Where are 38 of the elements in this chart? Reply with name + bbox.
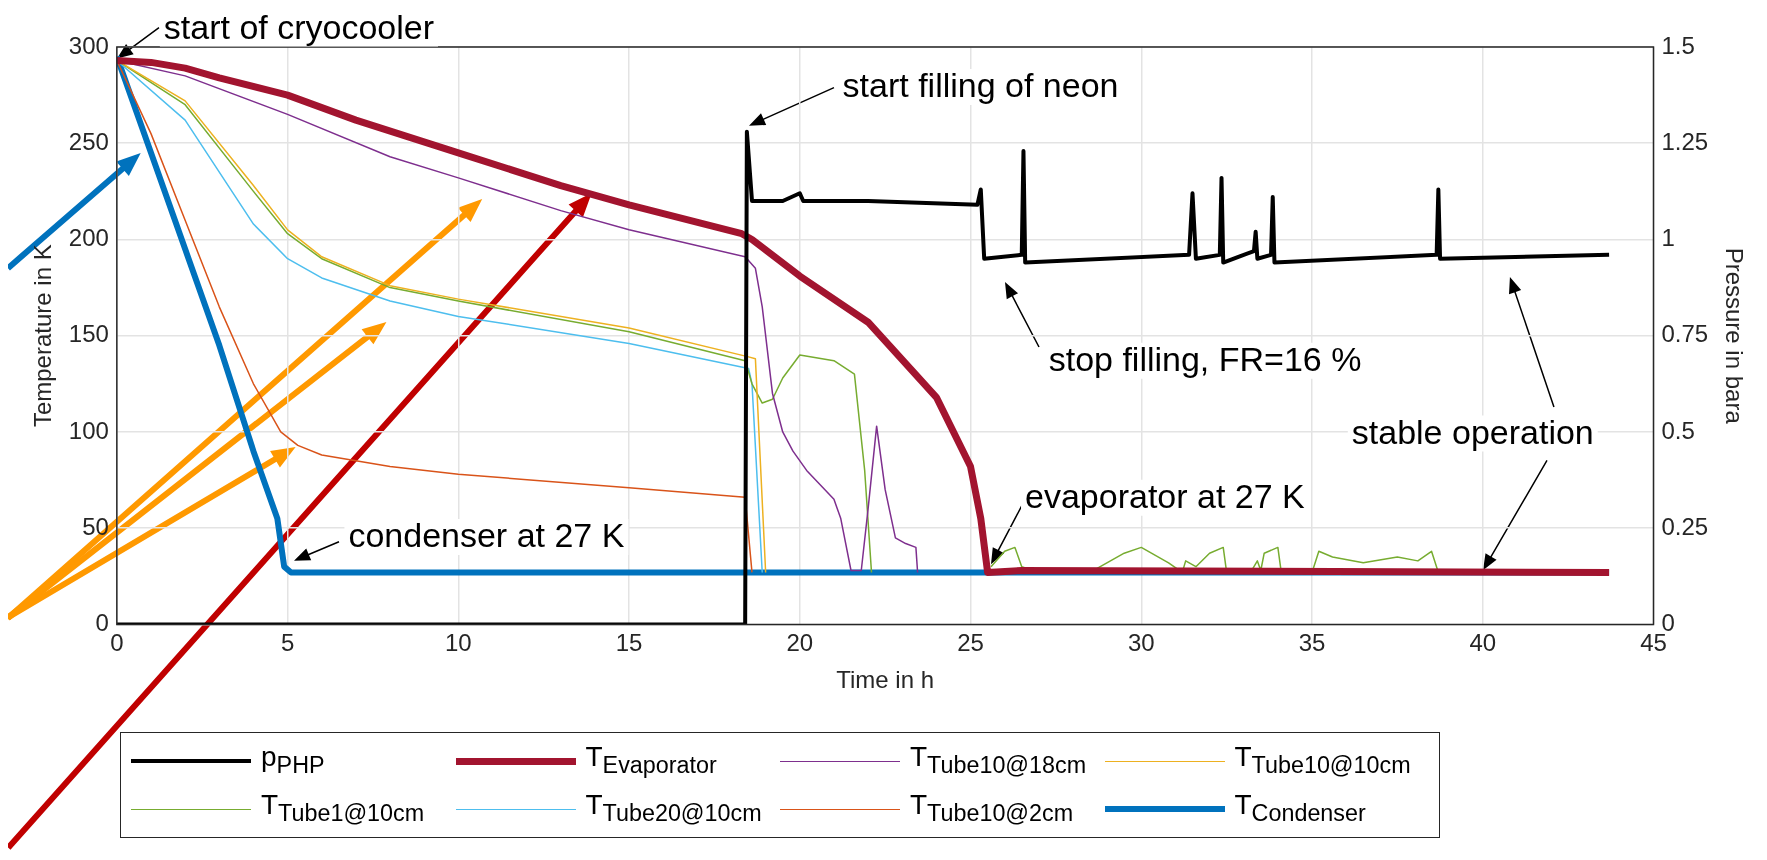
legend-label: T$_{Evaporator}$ (585, 741, 717, 780)
y-axis-title: Temperature in K (29, 244, 57, 428)
legend-label: T$_{Condenser}$ (1234, 789, 1366, 828)
y-tick-label: 250 (68, 127, 109, 155)
x-tick-label: 15 (615, 629, 643, 657)
annotation: start filling of neon (842, 65, 1119, 104)
annotation: stable operation (1351, 412, 1594, 451)
y2-tick-label: 0.5 (1661, 416, 1695, 444)
x-axis-title: Time in h (836, 666, 935, 694)
legend-label: T$_{Tube1@10cm}$ (261, 789, 425, 828)
x-tick-label: 5 (280, 629, 295, 657)
y2-tick-label: 0.25 (1661, 512, 1709, 540)
y-tick-label: 100 (68, 416, 109, 444)
legend-label: p$_{PHP}$ (261, 741, 325, 780)
y2-tick-label: 1.25 (1661, 127, 1709, 155)
y-tick-label: 50 (82, 512, 109, 540)
x-tick-label: 25 (957, 629, 984, 657)
annotation: stop filling, FR=16 % (1048, 339, 1362, 378)
x-tick-label: 20 (786, 629, 814, 657)
y-tick-label: 150 (68, 320, 109, 348)
legend-label: T$_{Tube10@10cm}$ (1234, 741, 1411, 780)
annotation: evaporator at 27 K (1025, 476, 1306, 515)
annotation: condenser at 27 K (348, 515, 625, 554)
y-tick-label: 200 (68, 224, 109, 252)
x-tick-label: 40 (1469, 629, 1497, 657)
legend-label: T$_{Tube10@2cm}$ (910, 789, 1074, 828)
y-tick-label: 300 (68, 31, 109, 59)
x-tick-label: 35 (1298, 629, 1326, 657)
x-tick-label: 10 (444, 629, 472, 657)
y2-tick-label: 1.5 (1661, 31, 1695, 59)
legend-label: T$_{Tube10@18cm}$ (910, 741, 1087, 780)
y2-tick-label: 0.75 (1661, 320, 1709, 348)
y-tick-label: 0 (95, 609, 109, 637)
y2-axis-title: Pressure in bara (1720, 247, 1748, 425)
text: start of cryocooler (163, 7, 435, 46)
legend-label: T$_{Tube20@10cm}$ (585, 789, 762, 828)
x-tick-label: 30 (1127, 629, 1155, 657)
y2-tick-label: 1 (1661, 224, 1675, 252)
